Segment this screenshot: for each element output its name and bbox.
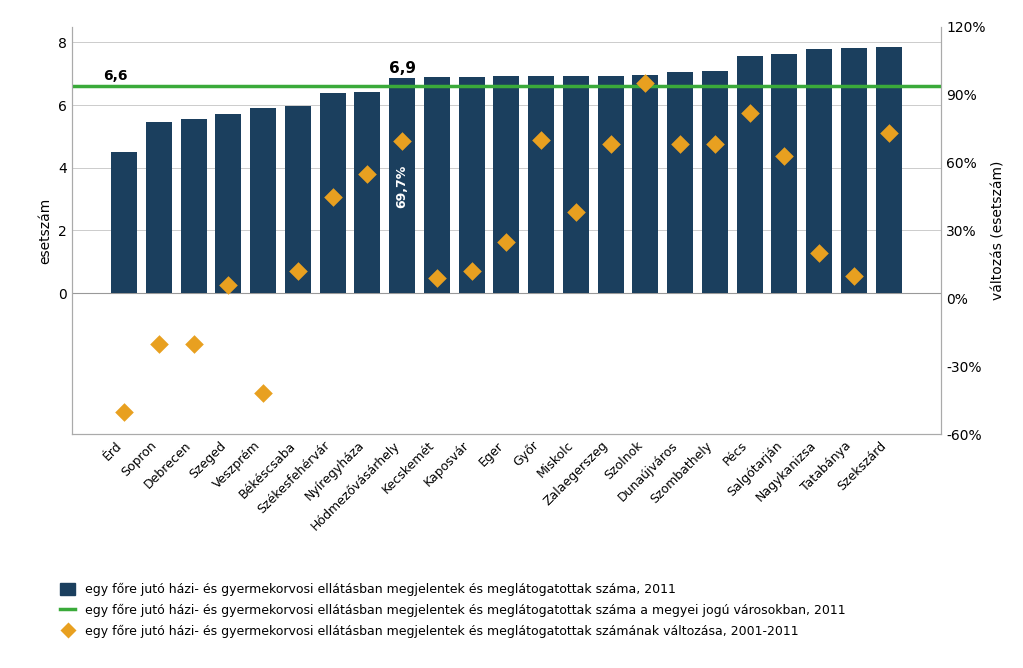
Bar: [597, 76, 624, 293]
Bar: [737, 55, 762, 293]
Bar: [389, 78, 415, 293]
Bar: [563, 76, 589, 293]
Bar: [424, 77, 450, 293]
Bar: [319, 93, 346, 293]
Bar: [528, 76, 554, 293]
Bar: [876, 47, 901, 293]
Point: [846, 271, 862, 281]
Y-axis label: esetszám: esetszám: [38, 197, 52, 264]
Point: [637, 78, 654, 89]
Bar: [458, 77, 485, 293]
Point: [603, 139, 619, 150]
Bar: [251, 108, 276, 293]
Point: [463, 266, 480, 277]
Point: [776, 150, 793, 161]
Bar: [806, 49, 832, 293]
Bar: [841, 48, 866, 293]
Bar: [284, 106, 311, 293]
Bar: [771, 54, 797, 293]
Text: 69,7%: 69,7%: [396, 165, 408, 208]
Point: [881, 128, 897, 138]
Point: [742, 108, 758, 118]
Point: [811, 248, 828, 259]
Bar: [146, 122, 172, 293]
Point: [672, 139, 688, 150]
Point: [533, 134, 549, 145]
Point: [255, 388, 271, 399]
Bar: [216, 114, 241, 293]
Point: [220, 279, 236, 290]
Point: [116, 406, 132, 417]
Point: [185, 338, 202, 349]
Bar: [702, 71, 728, 293]
Point: [394, 135, 410, 146]
Point: [150, 338, 167, 349]
Point: [498, 236, 515, 247]
Point: [359, 168, 375, 179]
Y-axis label: változás (esetszám): változás (esetszám): [991, 161, 1005, 300]
Point: [324, 191, 341, 202]
Text: 6,6: 6,6: [103, 69, 128, 83]
Point: [429, 273, 445, 283]
Legend: egy főre jutó házi- és gyermekorvosi ellátásban megjelentek és meglátogatottak s: egy főre jutó házi- és gyermekorvosi ell…: [60, 583, 846, 637]
Point: [707, 139, 723, 150]
Bar: [112, 152, 137, 293]
Bar: [632, 75, 659, 293]
Bar: [493, 76, 520, 293]
Point: [290, 266, 306, 277]
Bar: [667, 72, 694, 293]
Bar: [354, 92, 381, 293]
Bar: [181, 119, 207, 293]
Point: [568, 207, 584, 218]
Text: 6,9: 6,9: [389, 61, 415, 76]
